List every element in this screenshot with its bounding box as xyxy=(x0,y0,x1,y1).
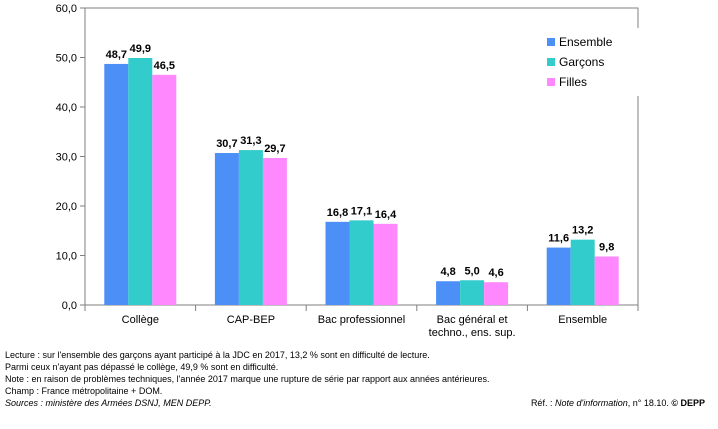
x-tick-label: Collège xyxy=(122,314,159,326)
data-label: 5,0 xyxy=(464,265,479,277)
legend-box xyxy=(541,28,641,96)
notes: Lecture : sur l'ensemble des garçons aya… xyxy=(5,349,713,409)
reading-note: Lecture : sur l'ensemble des garçons aya… xyxy=(5,350,430,360)
data-label: 48,7 xyxy=(106,49,127,61)
data-label: 30,7 xyxy=(216,138,237,150)
y-tick-label: 50,0 xyxy=(56,53,77,65)
y-tick-label: 10,0 xyxy=(56,251,77,263)
bar xyxy=(373,223,398,305)
bar xyxy=(546,247,571,305)
data-label: 29,7 xyxy=(264,143,285,155)
bar xyxy=(460,280,485,305)
y-tick-label: 0,0 xyxy=(62,300,77,312)
reference-prefix: Réf. : xyxy=(530,398,555,408)
x-tick-label: CAP-BEP xyxy=(227,314,275,326)
legend-swatch xyxy=(547,58,555,66)
data-label: 46,5 xyxy=(154,60,175,72)
bar xyxy=(570,239,595,305)
data-label: 16,4 xyxy=(375,209,397,221)
bar-chart: 0,0 10,0 20,0 30,0 40,0 50,0 60,0 48,7 49,946,5… xyxy=(55,3,641,339)
data-label: 49,9 xyxy=(130,43,151,55)
legend-label: Ensemble xyxy=(559,35,613,49)
reference-copyright: © DEPP xyxy=(671,398,705,408)
reading-note-2: Parmi ceux n'ayant pas dépassé le collèg… xyxy=(5,362,279,372)
y-tick-label: 30,0 xyxy=(56,152,77,164)
data-label: 17,1 xyxy=(351,205,372,217)
data-label: 13,2 xyxy=(572,225,593,237)
reference-number: , n° 18.10. xyxy=(627,398,672,408)
data-label: 31,3 xyxy=(240,135,261,147)
y-tick-label: 40,0 xyxy=(56,102,77,114)
bar xyxy=(238,150,263,305)
bar xyxy=(349,220,374,305)
bar xyxy=(325,221,350,305)
technical-note: Note : en raison de problèmes techniques… xyxy=(5,374,490,384)
bar xyxy=(436,281,461,305)
scope-note: Champ : France métropolitaine + DOM. xyxy=(5,386,163,396)
legend: Ensemble Garçons Filles xyxy=(541,28,641,96)
bar xyxy=(104,63,129,306)
data-label: 11,6 xyxy=(548,233,569,245)
x-tick-label: Ensemble xyxy=(558,314,607,326)
x-tick-label: Bac général et xyxy=(437,314,508,326)
bar xyxy=(594,256,619,305)
legend-label: Garçons xyxy=(559,55,604,69)
data-label: 4,6 xyxy=(488,267,503,279)
data-label: 4,8 xyxy=(440,266,455,278)
bar xyxy=(152,74,177,305)
legend-label: Filles xyxy=(559,75,587,89)
reference-publication: Note d'information xyxy=(554,398,628,408)
bar xyxy=(484,282,509,305)
y-tick-label: 20,0 xyxy=(56,201,77,213)
data-label: 9,8 xyxy=(599,241,614,253)
legend-swatch xyxy=(547,78,555,86)
bars: 48,7 49,946,5 30,7 31,329,7 16,8 17,1 16,4 4,8 5… xyxy=(104,43,619,306)
x-tick-label: Bac professionnel xyxy=(318,314,405,326)
reference-note: Réf. : Note d'information, n° 18.10. © D… xyxy=(531,397,705,409)
sources-note: Sources : ministère des Armées DSNJ, MEN… xyxy=(5,398,212,408)
data-label: 16,8 xyxy=(327,207,348,219)
bar xyxy=(128,57,153,306)
legend-swatch xyxy=(547,38,555,46)
y-tick-label: 60,0 xyxy=(56,3,77,15)
bar xyxy=(262,157,287,305)
x-tick-label: techno., ens. sup. xyxy=(429,327,516,339)
x-axis: Collège CAP-BEP Bac professionnel Bac génér… xyxy=(84,305,639,339)
bar xyxy=(214,153,239,305)
